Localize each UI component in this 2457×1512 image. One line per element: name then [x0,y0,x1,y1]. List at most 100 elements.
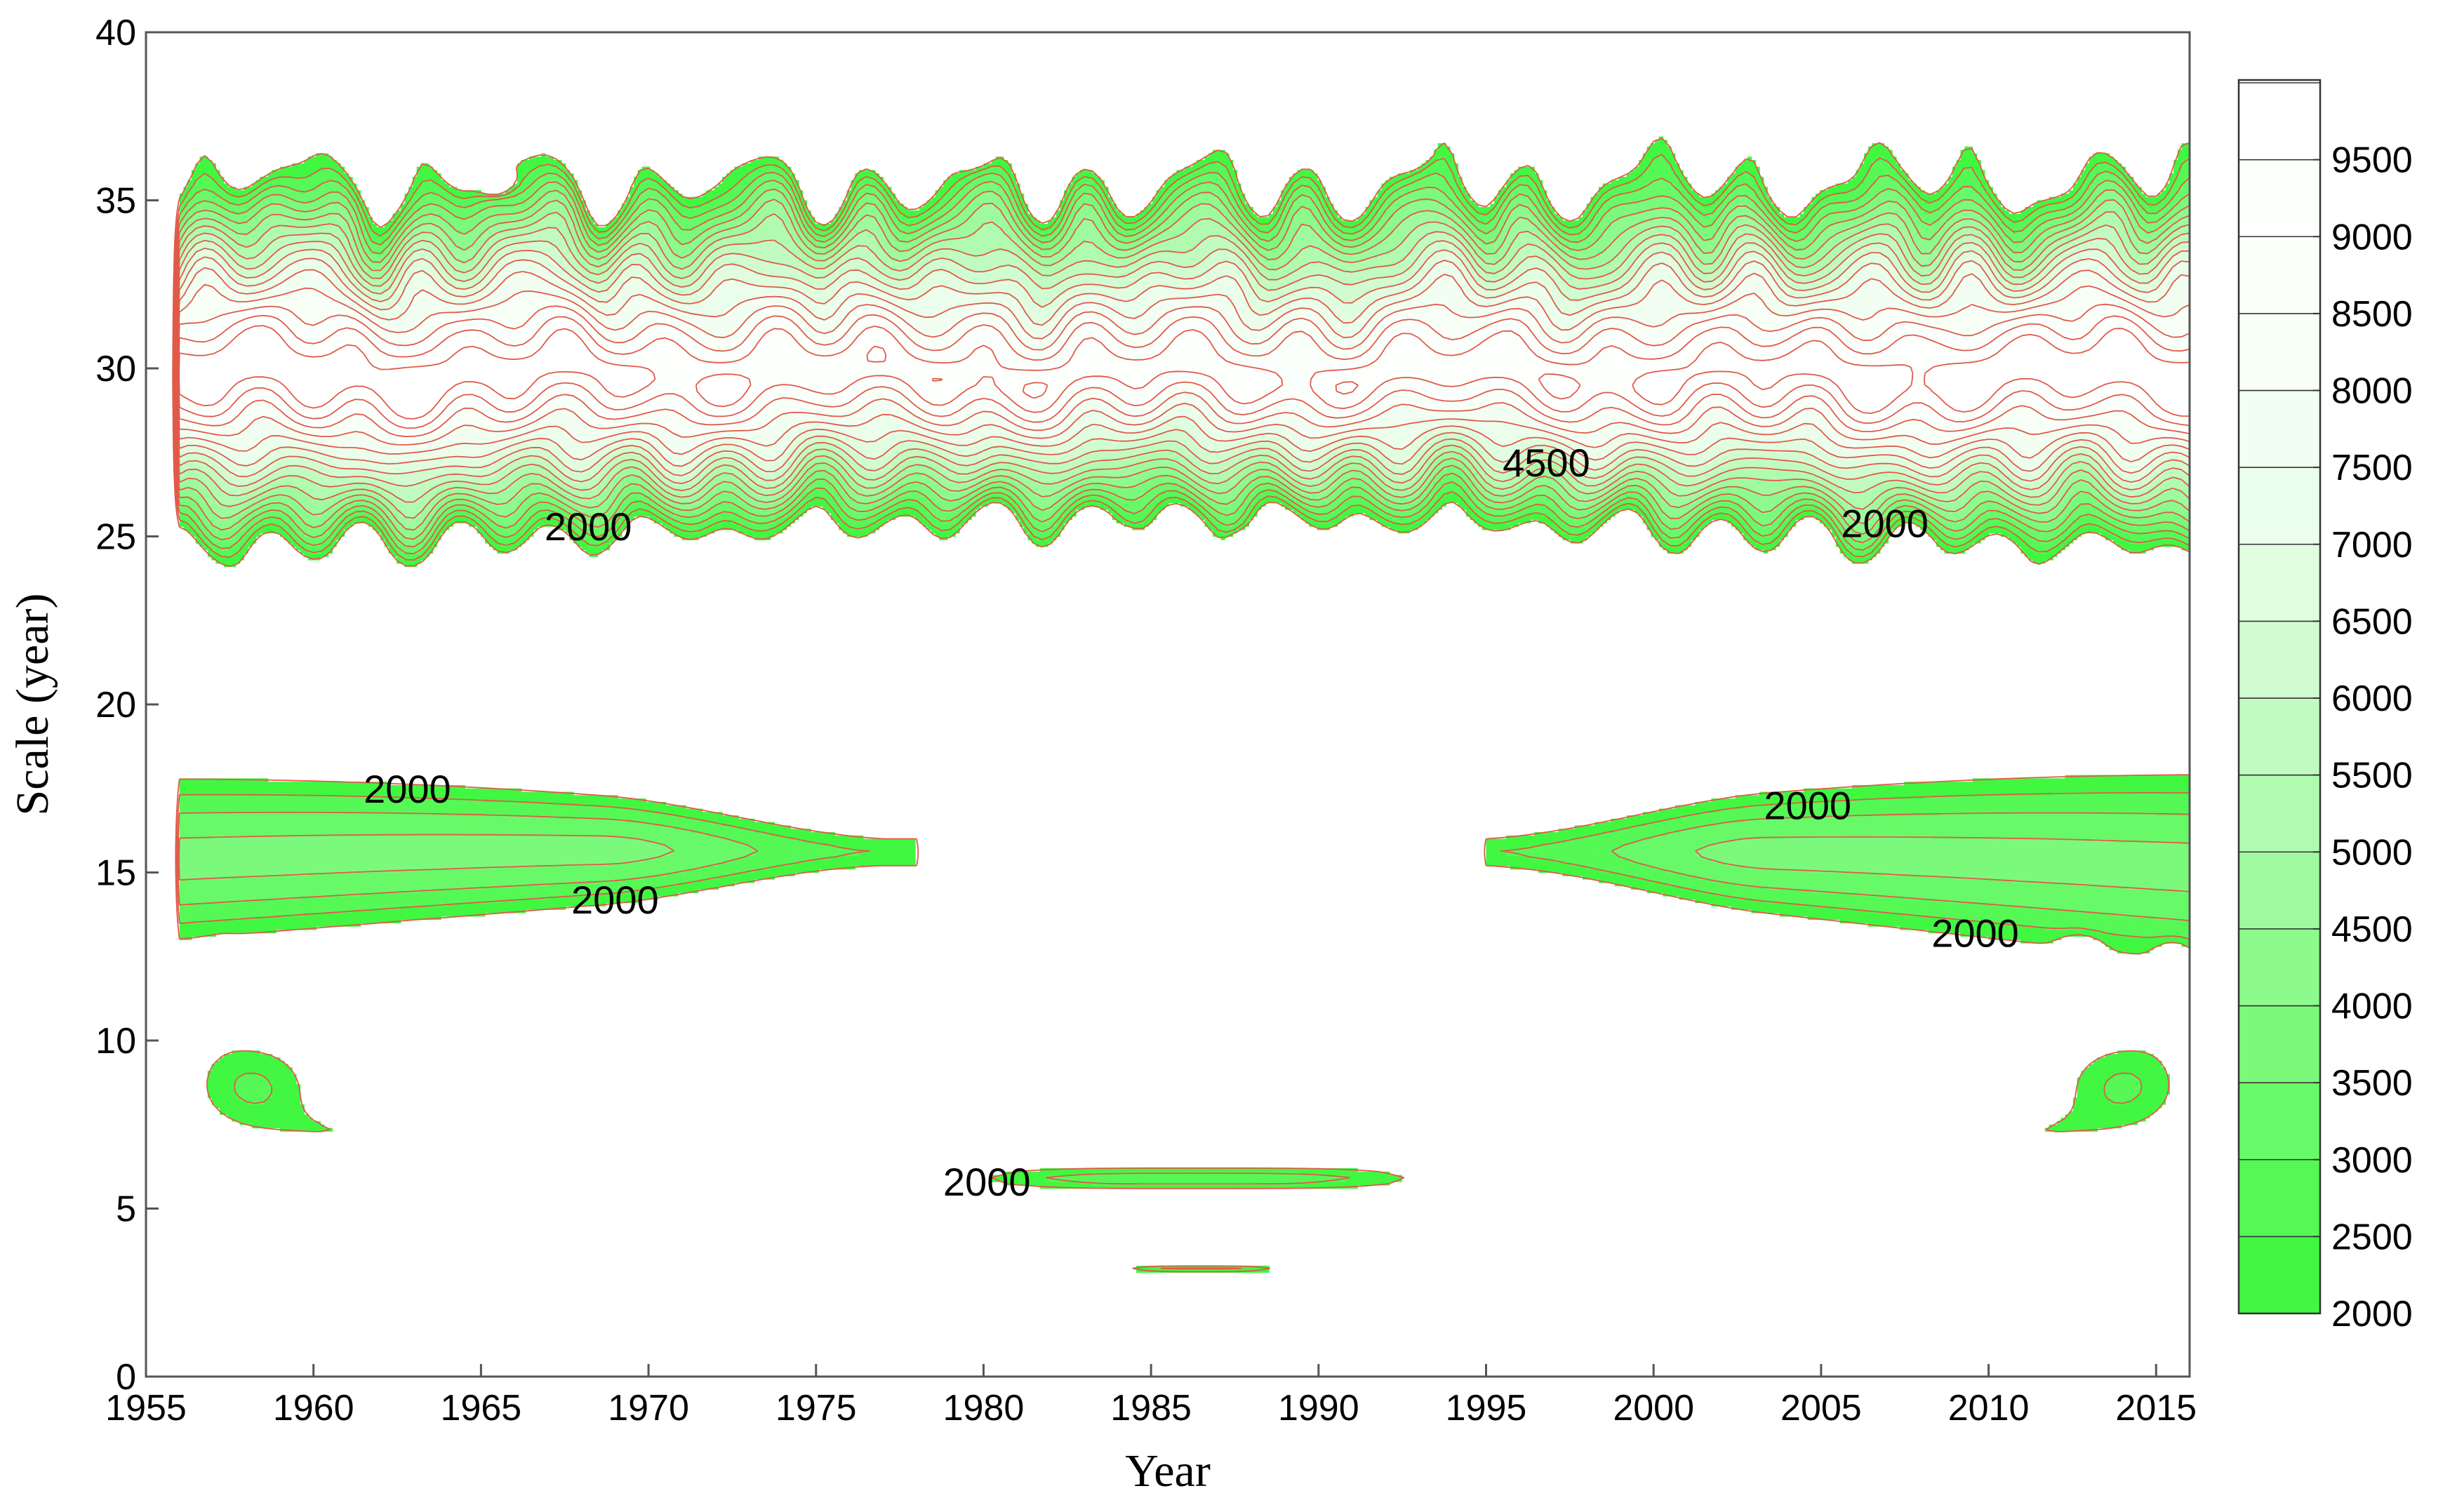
contour-cell [220,321,224,325]
contour-cell [212,446,216,449]
contour-cell [212,839,216,843]
contour-cell [180,301,184,305]
contour-cell [212,909,216,913]
contour-cell [224,1071,228,1074]
contour-cell [180,382,184,385]
contour-cell [220,500,224,503]
contour-cell [204,493,208,496]
contour-cell [215,312,220,315]
contour-cell [227,344,232,348]
contour-cell [196,312,200,315]
contour-cell [232,886,236,890]
contour-cell [208,197,212,201]
contour-cell [196,344,200,348]
contour-cell [196,852,200,856]
contour-cell [199,829,204,832]
contour-cell [224,389,228,392]
contour-cell [224,318,228,321]
contour-cell [227,449,232,453]
contour-cell [196,359,200,362]
contour-cell [212,500,216,503]
contour-cell [224,486,228,490]
contour-cell [215,1078,220,1081]
contour-cell [232,819,236,822]
contour-cell [208,459,212,462]
contour-cell [183,385,187,389]
contour-cell [224,305,228,308]
contour-cell [204,197,208,201]
contour-cell [227,1081,232,1084]
contour-cell [199,348,204,352]
contour-cell [224,845,228,849]
contour-cell [208,180,212,184]
contour-cell [220,822,224,826]
contour-cell [208,819,212,822]
contour-cell [196,819,200,822]
contour-cell [212,406,216,409]
contour-cell [199,926,204,930]
contour-cell [220,406,224,409]
contour-cell [204,288,208,291]
contour-cell [199,859,204,862]
contour-cell [204,194,208,197]
contour-cell [215,406,220,409]
contour-cell [212,278,216,281]
contour-cell [224,815,228,819]
contour-cell [212,372,216,375]
contour-cell [199,167,204,170]
contour-cell [208,170,212,173]
contour-cell [199,312,204,315]
contour-cell [204,177,208,180]
contour-cell [215,201,220,204]
contour-cell [212,355,216,359]
contour-cell [220,355,224,359]
contour-cell [192,456,196,460]
contour-cell [215,419,220,422]
contour-cell [208,361,212,365]
contour-cell [187,892,192,896]
contour-cell [199,305,204,308]
contour-cell [196,785,200,789]
contour-cell [232,466,236,469]
contour-cell [187,328,192,332]
contour-cell [220,359,224,362]
contour-cell [183,886,187,890]
contour-cell [204,190,208,194]
contour-cell [196,167,200,170]
contour-cell [208,305,212,308]
contour-cell [232,1097,236,1101]
contour-cell [183,483,187,486]
contour-cell [204,278,208,281]
contour-cell [180,876,184,879]
contour-cell [227,476,232,479]
contour-cell [187,422,192,426]
contour-cell [187,382,192,385]
contour-cell [224,308,228,312]
contour-cell [187,378,192,382]
contour-cell [220,439,224,443]
contour-cell [204,203,208,207]
contour-cell [196,913,200,916]
contour-cell [199,331,204,335]
contour-cell [212,408,216,412]
contour-cell [183,899,187,903]
contour-cell [196,348,200,352]
contour-cell [187,869,192,873]
contour-cell [220,479,224,483]
contour-cell [204,859,208,862]
contour-cell [196,845,200,849]
contour-cell [180,375,184,379]
contour-cell [215,436,220,439]
contour-cell [180,808,184,812]
contour-cell [183,913,187,916]
contour-cell [227,1111,232,1115]
contour-cell [232,913,236,916]
contour-cell [220,1081,224,1084]
contour-cell [204,250,208,254]
contour-cell [227,896,232,899]
contour-cell [183,856,187,859]
contour-cell [215,429,220,432]
contour-cell [192,886,196,890]
contour-cell [196,194,200,197]
contour-cell [220,419,224,422]
